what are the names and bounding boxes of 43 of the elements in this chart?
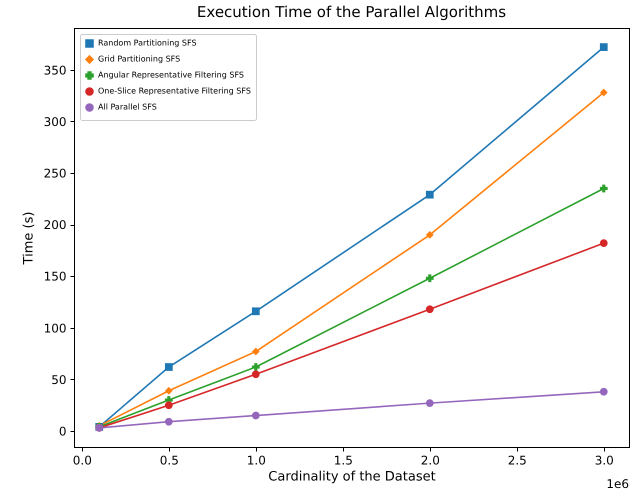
legend-label: All Parallel SFS [98, 102, 157, 112]
y-tick-label: 250 [44, 166, 66, 180]
legend-label: Angular Representative Filtering SFS [98, 70, 244, 80]
x-tick-label: 0.5 [160, 454, 179, 468]
point [600, 43, 608, 51]
point [164, 401, 173, 410]
x-tick-label: 0.0 [72, 454, 92, 468]
legend-label: Random Partitioning SFS [98, 38, 197, 48]
point [164, 386, 173, 395]
legend-label: Grid Partitioning SFS [98, 54, 180, 64]
y-tick-label: 200 [44, 218, 66, 232]
legend-label: One-Slice Representative Filtering SFS [98, 86, 251, 96]
point [600, 388, 608, 396]
text: 1e6 [606, 477, 629, 491]
point [600, 184, 608, 192]
y-tick-label: 0 [58, 424, 66, 439]
point [252, 348, 260, 356]
point [252, 363, 260, 371]
y-tick-label: 50 [51, 372, 66, 387]
point [426, 305, 434, 314]
point [426, 231, 434, 239]
point [252, 412, 260, 420]
x-tick-label: 2.5 [508, 454, 527, 468]
point [426, 190, 434, 199]
point [426, 399, 434, 408]
chart-title: Execution Time of the Parallel Algorithms [196, 3, 506, 21]
point [600, 88, 608, 96]
point [164, 418, 173, 426]
point [600, 239, 608, 248]
x-tick-label: 1.5 [334, 454, 353, 468]
y-axis-title: Time (s) [22, 212, 37, 266]
x-tick-label: 3.0 [594, 454, 614, 468]
x-tick-label: 1.0 [246, 454, 266, 468]
y-tick-label: 350 [44, 63, 66, 78]
x-tick-label: 2.0 [420, 454, 440, 468]
point [426, 274, 434, 282]
y-tick-label: 100 [44, 321, 66, 336]
point [252, 370, 260, 378]
x-axis-title: Cardinality of the Dataset [268, 470, 436, 484]
y-tick-label: 150 [44, 270, 66, 284]
point [164, 363, 173, 371]
y-tick-label: 300 [44, 114, 66, 129]
point [252, 307, 260, 316]
